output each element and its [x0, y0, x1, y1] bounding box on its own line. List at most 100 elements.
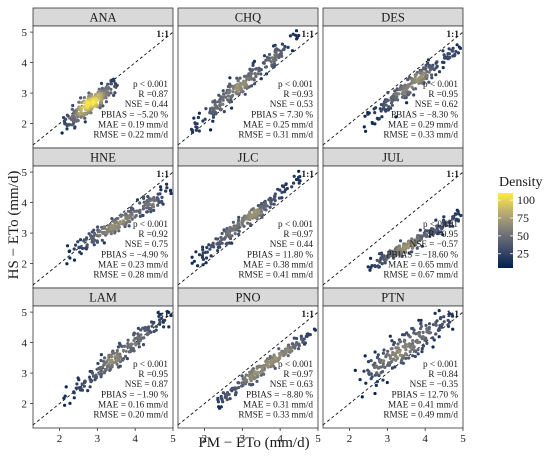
data-point	[209, 128, 213, 132]
one-to-one-label: 1:1	[446, 30, 459, 40]
data-point	[65, 127, 69, 131]
data-point	[297, 181, 301, 185]
data-point	[421, 344, 426, 348]
data-point	[243, 376, 247, 380]
data-point	[231, 228, 235, 232]
data-point	[440, 325, 444, 329]
data-point	[110, 363, 114, 367]
data-point	[100, 86, 104, 90]
stat-line: R =0.93	[283, 89, 313, 99]
data-point	[392, 343, 396, 347]
data-point	[216, 237, 220, 241]
data-point	[434, 73, 438, 77]
data-point	[268, 205, 272, 209]
data-point	[221, 89, 225, 93]
data-point	[398, 353, 402, 357]
y-tick-label: 3	[22, 88, 28, 100]
data-point	[163, 318, 167, 322]
data-point	[237, 215, 241, 219]
data-point	[137, 345, 141, 349]
data-point	[385, 380, 389, 385]
data-point	[273, 53, 277, 57]
data-point	[209, 244, 213, 248]
data-point	[72, 396, 76, 400]
data-point	[106, 82, 110, 86]
data-point	[160, 195, 164, 199]
data-point	[96, 361, 100, 366]
data-point	[169, 191, 173, 196]
data-point	[228, 226, 232, 230]
one-to-one-label: 1:1	[156, 170, 169, 180]
data-point	[251, 63, 255, 67]
data-point	[398, 88, 402, 92]
data-point	[398, 340, 403, 344]
legend-title: Density	[499, 175, 543, 190]
data-point	[256, 72, 260, 76]
data-point	[208, 247, 212, 251]
data-point	[150, 197, 154, 201]
data-point	[220, 398, 224, 402]
data-point	[143, 328, 147, 332]
data-point	[190, 128, 194, 132]
data-point	[230, 234, 234, 238]
data-point	[381, 351, 385, 355]
stat-line: p < 0.001	[423, 359, 458, 369]
stat-line: R =0.95	[428, 89, 458, 99]
data-point	[284, 182, 288, 187]
data-point	[113, 229, 117, 233]
data-point	[203, 117, 207, 121]
data-point	[264, 363, 268, 367]
data-point	[92, 100, 96, 104]
data-point	[389, 347, 393, 351]
data-point	[420, 244, 424, 248]
data-point	[104, 100, 108, 104]
data-point	[84, 237, 88, 241]
data-point	[410, 237, 414, 241]
data-point	[119, 214, 123, 218]
strip-label: ANA	[89, 11, 116, 25]
data-point	[77, 112, 81, 116]
data-point	[159, 188, 163, 192]
data-point	[197, 253, 202, 257]
data-point	[417, 318, 421, 322]
data-point	[266, 58, 270, 62]
data-point	[228, 82, 232, 86]
data-point	[409, 242, 413, 247]
data-point	[425, 329, 429, 333]
data-point	[250, 84, 254, 88]
data-point	[401, 90, 405, 94]
stat-line: p < 0.001	[278, 219, 313, 229]
data-point	[427, 65, 431, 69]
data-point	[204, 256, 209, 260]
x-tick-label: 4	[277, 433, 283, 445]
data-point	[143, 325, 147, 330]
data-point	[141, 204, 146, 208]
data-point	[79, 387, 83, 391]
data-point	[417, 334, 421, 338]
data-point	[451, 54, 455, 58]
data-point	[384, 103, 388, 107]
data-point	[91, 374, 96, 378]
data-point	[141, 343, 146, 347]
data-point	[294, 29, 299, 33]
data-point	[194, 125, 198, 129]
data-point	[391, 357, 395, 361]
data-point	[436, 229, 440, 233]
data-point	[217, 405, 221, 409]
data-point	[211, 115, 216, 119]
strip-label: CHQ	[235, 11, 261, 25]
data-point	[197, 111, 201, 115]
data-point	[77, 245, 81, 249]
data-point	[71, 103, 75, 108]
data-point	[165, 309, 169, 314]
data-point	[116, 365, 121, 369]
data-point	[250, 214, 254, 218]
data-point	[101, 104, 105, 108]
data-point	[255, 379, 259, 383]
data-point	[116, 345, 120, 349]
data-point	[366, 265, 370, 269]
data-point	[418, 228, 422, 232]
data-point	[402, 246, 406, 250]
